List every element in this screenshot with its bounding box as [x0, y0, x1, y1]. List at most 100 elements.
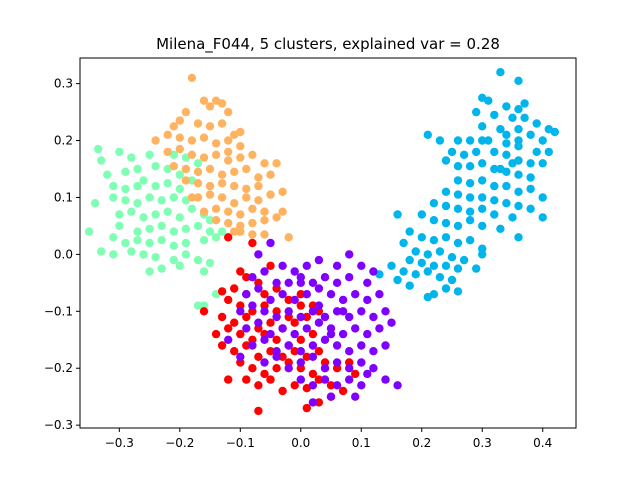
data-point-series-0-23 [109, 193, 118, 202]
data-point-series-2-92 [417, 258, 426, 268]
data-point-series-2-74 [496, 224, 505, 233]
data-point-series-2-90 [393, 210, 402, 219]
data-point-series-4-36 [284, 307, 293, 316]
data-point-series-3-6 [230, 284, 239, 293]
data-point-series-3-38 [217, 341, 227, 350]
data-point-series-2-111 [502, 130, 511, 139]
data-point-series-1-24 [175, 144, 184, 154]
data-point-series-4-33 [248, 301, 257, 310]
data-point-series-4-7 [345, 250, 354, 259]
data-point-series-3-31 [236, 329, 245, 339]
data-point-series-4-65 [332, 341, 342, 350]
data-point-series-1-53 [242, 193, 251, 202]
data-point-series-2-38 [465, 162, 475, 171]
data-point-series-0-26 [145, 193, 154, 202]
data-point-series-1-28 [224, 156, 233, 165]
data-point-series-2-94 [441, 261, 451, 270]
data-point-series-1-18 [187, 136, 197, 145]
data-point-series-0-15 [121, 184, 130, 194]
data-point-series-4-58 [248, 341, 257, 350]
data-point-series-0-4 [145, 150, 154, 159]
data-point-series-4-57 [387, 318, 396, 327]
data-point-series-3-22 [230, 318, 239, 327]
data-point-series-2-108 [453, 287, 463, 296]
data-point-series-2-102 [472, 264, 481, 273]
data-point-series-4-69 [381, 341, 390, 350]
y-tick-label: 0.1 [54, 190, 73, 204]
data-point-series-2-7 [472, 107, 481, 117]
data-point-series-4-3 [290, 267, 299, 276]
data-point-series-4-47 [266, 329, 275, 339]
data-point-series-0-71 [205, 216, 215, 225]
data-point-series-1-22 [236, 142, 245, 151]
data-point-series-0-68 [199, 267, 209, 276]
data-point-series-2-55 [478, 193, 487, 202]
data-point-series-3-19 [296, 301, 305, 310]
x-axis: −0.3 −0.2 −0.1 0.0 0.1 0.2 0.3 0.4 [105, 428, 552, 450]
data-point-series-4-66 [345, 347, 354, 356]
data-point-series-1-62 [272, 213, 281, 222]
data-point-series-4-84 [345, 375, 354, 384]
data-point-series-4-21 [254, 284, 263, 293]
data-point-series-0-47 [109, 233, 118, 242]
data-point-series-2-62 [453, 204, 463, 213]
data-point-series-2-6 [520, 99, 529, 108]
data-point-series-1-36 [205, 164, 215, 174]
data-point-series-3-28 [302, 312, 311, 322]
data-point-series-3-50 [272, 364, 281, 373]
data-point-series-0-35 [175, 213, 184, 222]
data-point-series-2-112 [514, 136, 523, 145]
data-point-series-1-9 [193, 119, 203, 128]
data-point-series-2-63 [465, 207, 475, 216]
data-point-series-0-42 [169, 227, 178, 236]
data-point-series-4-56 [375, 324, 384, 333]
data-point-series-2-50 [526, 184, 535, 194]
data-point-series-2-99 [423, 267, 432, 276]
data-point-series-0-32 [139, 213, 148, 222]
data-point-series-1-63 [211, 216, 221, 225]
data-point-series-0-20 [175, 184, 184, 194]
data-point-series-4-49 [290, 329, 299, 339]
data-point-series-1-0 [187, 73, 197, 83]
data-point-series-1-69 [260, 207, 269, 216]
data-point-series-4-46 [254, 318, 263, 327]
data-point-series-1-15 [151, 136, 160, 145]
data-point-series-2-33 [526, 159, 535, 168]
data-point-series-0-8 [121, 167, 130, 176]
data-point-series-2-114 [508, 159, 517, 168]
data-point-series-1-13 [236, 127, 245, 137]
data-point-series-1-71 [260, 230, 269, 239]
data-point-series-2-48 [502, 181, 511, 191]
data-point-series-4-28 [338, 295, 348, 305]
data-point-series-2-35 [544, 147, 553, 157]
data-point-series-1-66 [248, 218, 257, 228]
data-point-series-2-24 [532, 147, 541, 157]
data-point-series-2-85 [423, 250, 432, 259]
data-point-series-3-21 [217, 312, 227, 322]
data-point-series-2-71 [453, 221, 463, 231]
data-point-series-1-27 [211, 150, 221, 159]
data-point-series-3-13 [224, 295, 233, 305]
y-axis: −0.3 −0.2 −0.1 0.0 0.1 0.2 0.3 [44, 77, 80, 432]
data-point-series-1-73 [236, 227, 245, 236]
data-point-series-4-55 [363, 329, 372, 339]
data-point-series-4-10 [248, 273, 257, 282]
data-point-series-2-64 [478, 204, 487, 213]
data-point-series-0-17 [139, 176, 148, 185]
data-point-series-0-41 [157, 221, 166, 231]
data-point-series-1-38 [230, 167, 239, 176]
data-point-series-3-4 [242, 273, 251, 282]
data-point-series-3-57 [254, 381, 263, 390]
data-point-series-4-86 [381, 375, 390, 384]
data-point-series-2-58 [514, 201, 523, 211]
data-point-series-2-103 [393, 275, 402, 285]
data-point-series-0-48 [121, 238, 130, 248]
data-point-series-2-49 [514, 187, 523, 196]
data-point-series-4-94 [296, 278, 305, 287]
data-point-series-4-18 [345, 273, 354, 282]
data-point-series-4-88 [351, 392, 360, 401]
data-point-series-2-29 [472, 147, 481, 157]
data-point-series-0-39 [133, 227, 142, 236]
data-point-series-1-21 [224, 147, 233, 157]
